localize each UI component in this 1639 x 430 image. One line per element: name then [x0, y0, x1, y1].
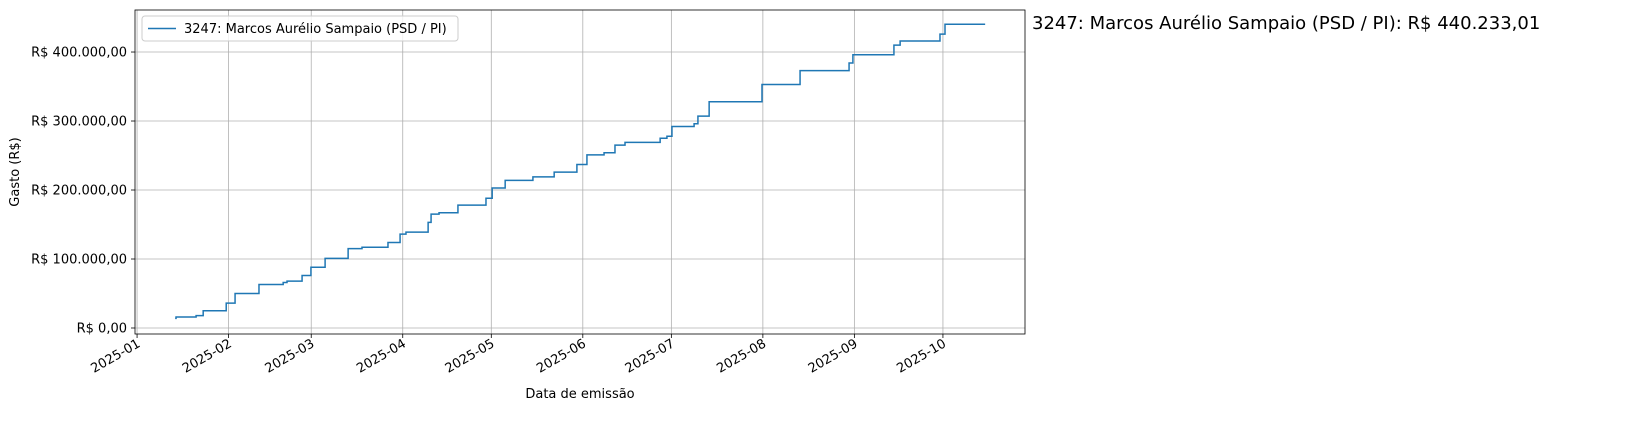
y-tick-label: R$ 0,00	[77, 321, 127, 336]
plot-frame	[134, 9, 1026, 335]
x-tick-label: 2025-01	[89, 336, 144, 376]
x-tick-label: 2025-09	[806, 336, 861, 376]
annotation: 3247: Marcos Aurélio Sampaio (PSD / PI):…	[1032, 13, 1540, 34]
data-line	[175, 23, 986, 320]
x-axis-label: Data de emissão	[525, 387, 634, 402]
y-tick-label: R$ 400.000,00	[31, 46, 127, 61]
x-tick-label: 2025-07	[623, 336, 678, 376]
x-tick-label: 2025-10	[894, 336, 949, 376]
plot-area	[135, 10, 1025, 334]
y-tick-label: R$ 100.000,00	[31, 253, 127, 268]
y-axis-label: Gasto (R$)	[8, 137, 23, 206]
x-tick-label: 2025-08	[714, 336, 769, 376]
legend-label: 3247: Marcos Aurélio Sampaio (PSD / PI)	[184, 22, 447, 37]
x-tick-label: 2025-06	[534, 336, 589, 376]
legend-box	[141, 15, 459, 42]
x-tick-label: 2025-04	[354, 336, 409, 376]
x-tick-label: 2025-02	[180, 336, 235, 376]
x-tick-label: 2025-05	[443, 336, 498, 376]
x-tick-label: 2025-03	[263, 336, 318, 376]
y-tick-label: R$ 300.000,00	[31, 115, 127, 130]
y-tick-label: R$ 200.000,00	[31, 184, 127, 199]
